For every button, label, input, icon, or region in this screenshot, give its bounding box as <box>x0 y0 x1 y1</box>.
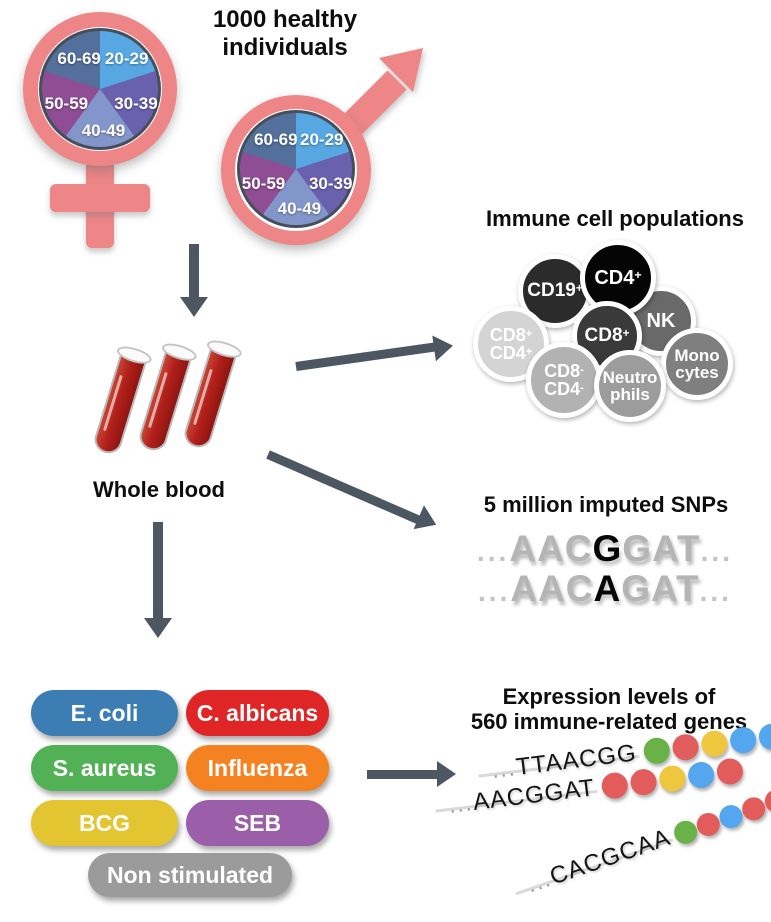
pill-label: S. aureus <box>52 754 157 781</box>
expression-title-line2: 560 immune-related genes <box>470 709 748 735</box>
cohort-title-line2: individuals <box>222 33 348 61</box>
right-arrow-icon <box>295 342 438 371</box>
expression-dot-red <box>628 767 658 797</box>
expression-dot-yellow <box>699 729 729 759</box>
down-arrow-icon <box>153 522 163 620</box>
stimulus-pill-c-albicans: C. albicans <box>186 690 329 736</box>
diagonal-arrow-icon <box>266 450 421 525</box>
expression-dot-blue <box>728 725 758 755</box>
stimulus-pill-influenza: Influenza <box>186 745 329 791</box>
down-arrow-icon <box>189 244 199 299</box>
cell-label: CD4+ <box>489 343 533 363</box>
cell-label: CD19+ <box>527 280 583 302</box>
snp-sequence-row: ...AACAGAT... <box>478 568 732 609</box>
stimulus-pill-e-coli: E. coli <box>31 690 178 736</box>
cell-label: CD8+ <box>584 325 630 347</box>
right-arrow-icon <box>367 770 439 779</box>
right-arrowhead-icon <box>437 761 456 787</box>
expression-title: Expression levels of 560 immune-related … <box>448 684 770 735</box>
cell-circle-cd8neg-cd4neg: CD8- CD4- <box>526 342 602 418</box>
cell-label: CD8+ <box>489 324 533 345</box>
cell-label: cytes <box>675 363 719 382</box>
age-label: 60-69 <box>254 129 298 149</box>
age-label: 30-39 <box>308 173 353 193</box>
expression-dot-yellow <box>657 764 687 794</box>
pill-label: BCG <box>78 809 131 836</box>
cohort-title: 1000 healthy individuals <box>170 6 400 61</box>
cell-label: CD8- <box>544 360 584 381</box>
expression-dot-blue <box>686 760 716 790</box>
cell-label: Neutro <box>602 367 658 387</box>
age-label: 50-59 <box>44 94 89 114</box>
expression-dot-red <box>715 757 745 787</box>
male-age-pie-chart: 20-29 30-39 40-49 50-59 60-69 <box>237 110 355 228</box>
ellipsis: ... <box>478 576 511 607</box>
cell-circle-neutrophils: Neutro phils <box>594 350 666 422</box>
stimulus-pill-non-stimulated: Non stimulated <box>88 853 292 897</box>
age-label: 40-49 <box>81 120 126 140</box>
cell-circle-cd8pos-cd4pos: CD8+ CD4+ <box>473 306 549 382</box>
stimulus-pill-s-aureus: S. aureus <box>31 745 178 791</box>
ellipsis: ... <box>477 536 510 567</box>
expression-dot-blue <box>756 722 771 752</box>
ellipsis: ... <box>700 536 733 567</box>
immune-populations-title: Immune cell populations <box>486 206 744 231</box>
expression-dots <box>670 785 771 847</box>
age-label: 20-29 <box>104 48 149 68</box>
snp-sequence-row: ...AACGGAT... <box>477 528 733 569</box>
ellipsis: ... <box>699 576 732 607</box>
stimulus-pill-seb: SEB <box>186 800 329 846</box>
expression-title-line1: Expression levels of <box>502 684 716 709</box>
cell-label: Mono <box>674 345 720 365</box>
down-arrowhead-icon <box>180 297 208 317</box>
age-label: 40-49 <box>277 199 322 219</box>
cohort-title-line1: 1000 healthy <box>212 6 358 33</box>
pill-label: E. coli <box>70 699 139 726</box>
stimulus-pill-bcg: BCG <box>31 800 178 846</box>
pill-label: Influenza <box>207 754 308 781</box>
pill-label: C. albicans <box>196 699 319 726</box>
pill-label: SEB <box>233 809 282 836</box>
right-arrowhead-icon <box>432 332 455 362</box>
female-age-pie-chart: 20-29 30-39 40-49 50-59 60-69 <box>39 28 161 150</box>
age-label: 60-69 <box>57 48 101 68</box>
female-symbol-crossbar <box>50 184 150 212</box>
cell-label: CD4- <box>544 379 584 399</box>
expression-dot-red <box>670 732 700 762</box>
strand-sequence: ...CACGCAA <box>523 823 675 898</box>
age-label: 30-39 <box>114 94 158 114</box>
cell-label: CD4+ <box>594 266 642 289</box>
expression-dot-green <box>641 736 671 766</box>
diagonal-arrowhead-icon <box>413 505 442 537</box>
cell-label: phils <box>610 385 650 404</box>
down-arrowhead-icon <box>144 618 172 638</box>
snps-title: 5 million imputed SNPs <box>483 492 729 517</box>
expression-dot-red <box>600 771 630 801</box>
snp-allele: G <box>592 528 623 569</box>
age-label: 20-29 <box>300 129 344 149</box>
age-label: 50-59 <box>241 173 286 193</box>
whole-blood-label: Whole blood <box>93 477 225 502</box>
pill-label: Non stimulated <box>106 861 274 888</box>
cell-label: NK <box>646 309 676 332</box>
cell-circle-monocytes: Mono cytes <box>661 328 733 400</box>
snp-allele: A <box>593 568 622 609</box>
